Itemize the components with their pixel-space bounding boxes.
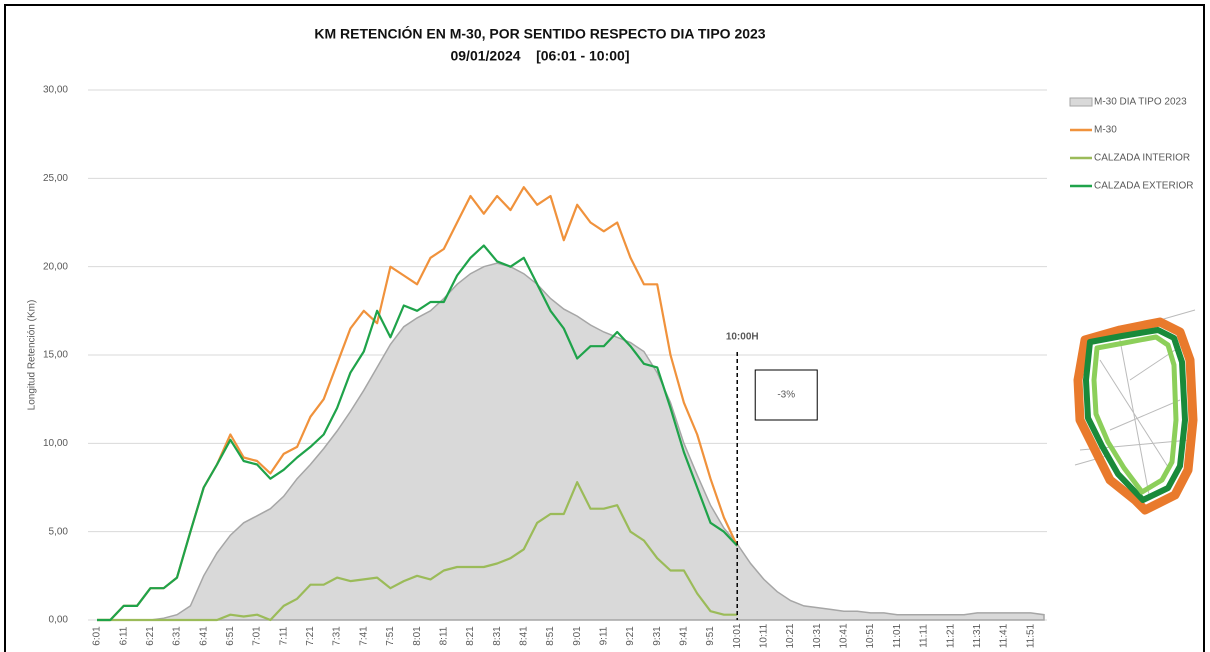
- x-tick-label: 7:11: [278, 626, 289, 645]
- line: [97, 481, 738, 622]
- x-tick-label: 11:01: [892, 623, 903, 648]
- x-tick-label: 10:41: [839, 623, 850, 648]
- x-tick-label: 9:01: [572, 626, 583, 646]
- x-tick-label: 11:21: [945, 623, 956, 648]
- x-tick-label: 11:51: [1025, 623, 1036, 648]
- x-tick-label: 6:51: [225, 626, 236, 646]
- x-tick-label: 6:41: [198, 626, 209, 646]
- plot: [88, 89, 1047, 622]
- x-tick-label: 11:41: [999, 623, 1010, 648]
- x-tick-label: 8:01: [412, 626, 423, 646]
- x-tick-label: 10:31: [812, 623, 823, 648]
- chart-title: KM RETENCIÓN EN M-30, POR SENTIDO RESPEC…: [314, 25, 765, 42]
- x-tick-label: 6:01: [92, 626, 103, 646]
- annotation: 10:00H: [726, 332, 759, 343]
- x-tick-label: 9:41: [679, 626, 690, 646]
- annotation-box: [754, 369, 818, 421]
- ring-map: [1073, 309, 1198, 515]
- x-tick-label: 11:11: [919, 624, 930, 648]
- annotation: -3%: [777, 390, 795, 401]
- legend-label: CALZADA EXTERIOR: [1094, 181, 1193, 192]
- y-tick-label: 15,00: [43, 350, 68, 361]
- y-tick-label: 30,00: [43, 85, 68, 96]
- x-tick-label: 10:51: [865, 623, 876, 648]
- area: [97, 262, 1045, 621]
- y-tick-label: 20,00: [43, 261, 68, 272]
- x-tick-label: 10:21: [785, 623, 796, 648]
- x-tick-label: 6:31: [172, 626, 183, 646]
- x-tick-label: 8:21: [465, 626, 476, 646]
- x-tick-label: 9:51: [705, 626, 716, 646]
- x-tick-label: 9:11: [598, 626, 609, 645]
- x-tick-label: 8:11: [438, 626, 449, 645]
- x-tick-label: 10:01: [732, 623, 743, 648]
- chart-subtitle: 09/01/2024 [06:01 - 10:00]: [450, 48, 629, 64]
- legend-label: M-30 DIA TIPO 2023: [1094, 97, 1187, 108]
- line: [97, 244, 739, 622]
- x-tick-label: 10:11: [759, 623, 770, 648]
- x-tick-label: 8:31: [492, 626, 503, 646]
- x-tick-label: 6:21: [145, 626, 156, 646]
- y-tick-label: 25,00: [43, 173, 68, 184]
- x-tick-label: 7:01: [252, 626, 263, 646]
- x-tick-label: 7:21: [305, 626, 316, 646]
- x-tick-label: 9:21: [625, 626, 636, 646]
- x-tick-label: 6:11: [118, 626, 129, 645]
- x-tick-label: 7:51: [385, 626, 396, 646]
- y-tick-label: 0,00: [49, 615, 69, 626]
- y-tick-label: 5,00: [49, 526, 69, 537]
- y-axis-label: Longitud Retención (Km): [27, 300, 38, 411]
- y-tick-label: 10,00: [43, 438, 68, 449]
- x-tick-label: 7:31: [332, 626, 343, 646]
- x-tick-label: 8:51: [545, 626, 556, 646]
- legend-swatch: [1069, 97, 1093, 107]
- x-tick-label: 9:31: [652, 626, 663, 646]
- legend-label: M-30: [1094, 125, 1117, 136]
- x-tick-label: 7:41: [358, 626, 369, 646]
- x-tick-label: 8:41: [518, 626, 529, 646]
- x-tick-label: 11:31: [972, 623, 983, 648]
- legend-label: CALZADA INTERIOR: [1094, 153, 1190, 164]
